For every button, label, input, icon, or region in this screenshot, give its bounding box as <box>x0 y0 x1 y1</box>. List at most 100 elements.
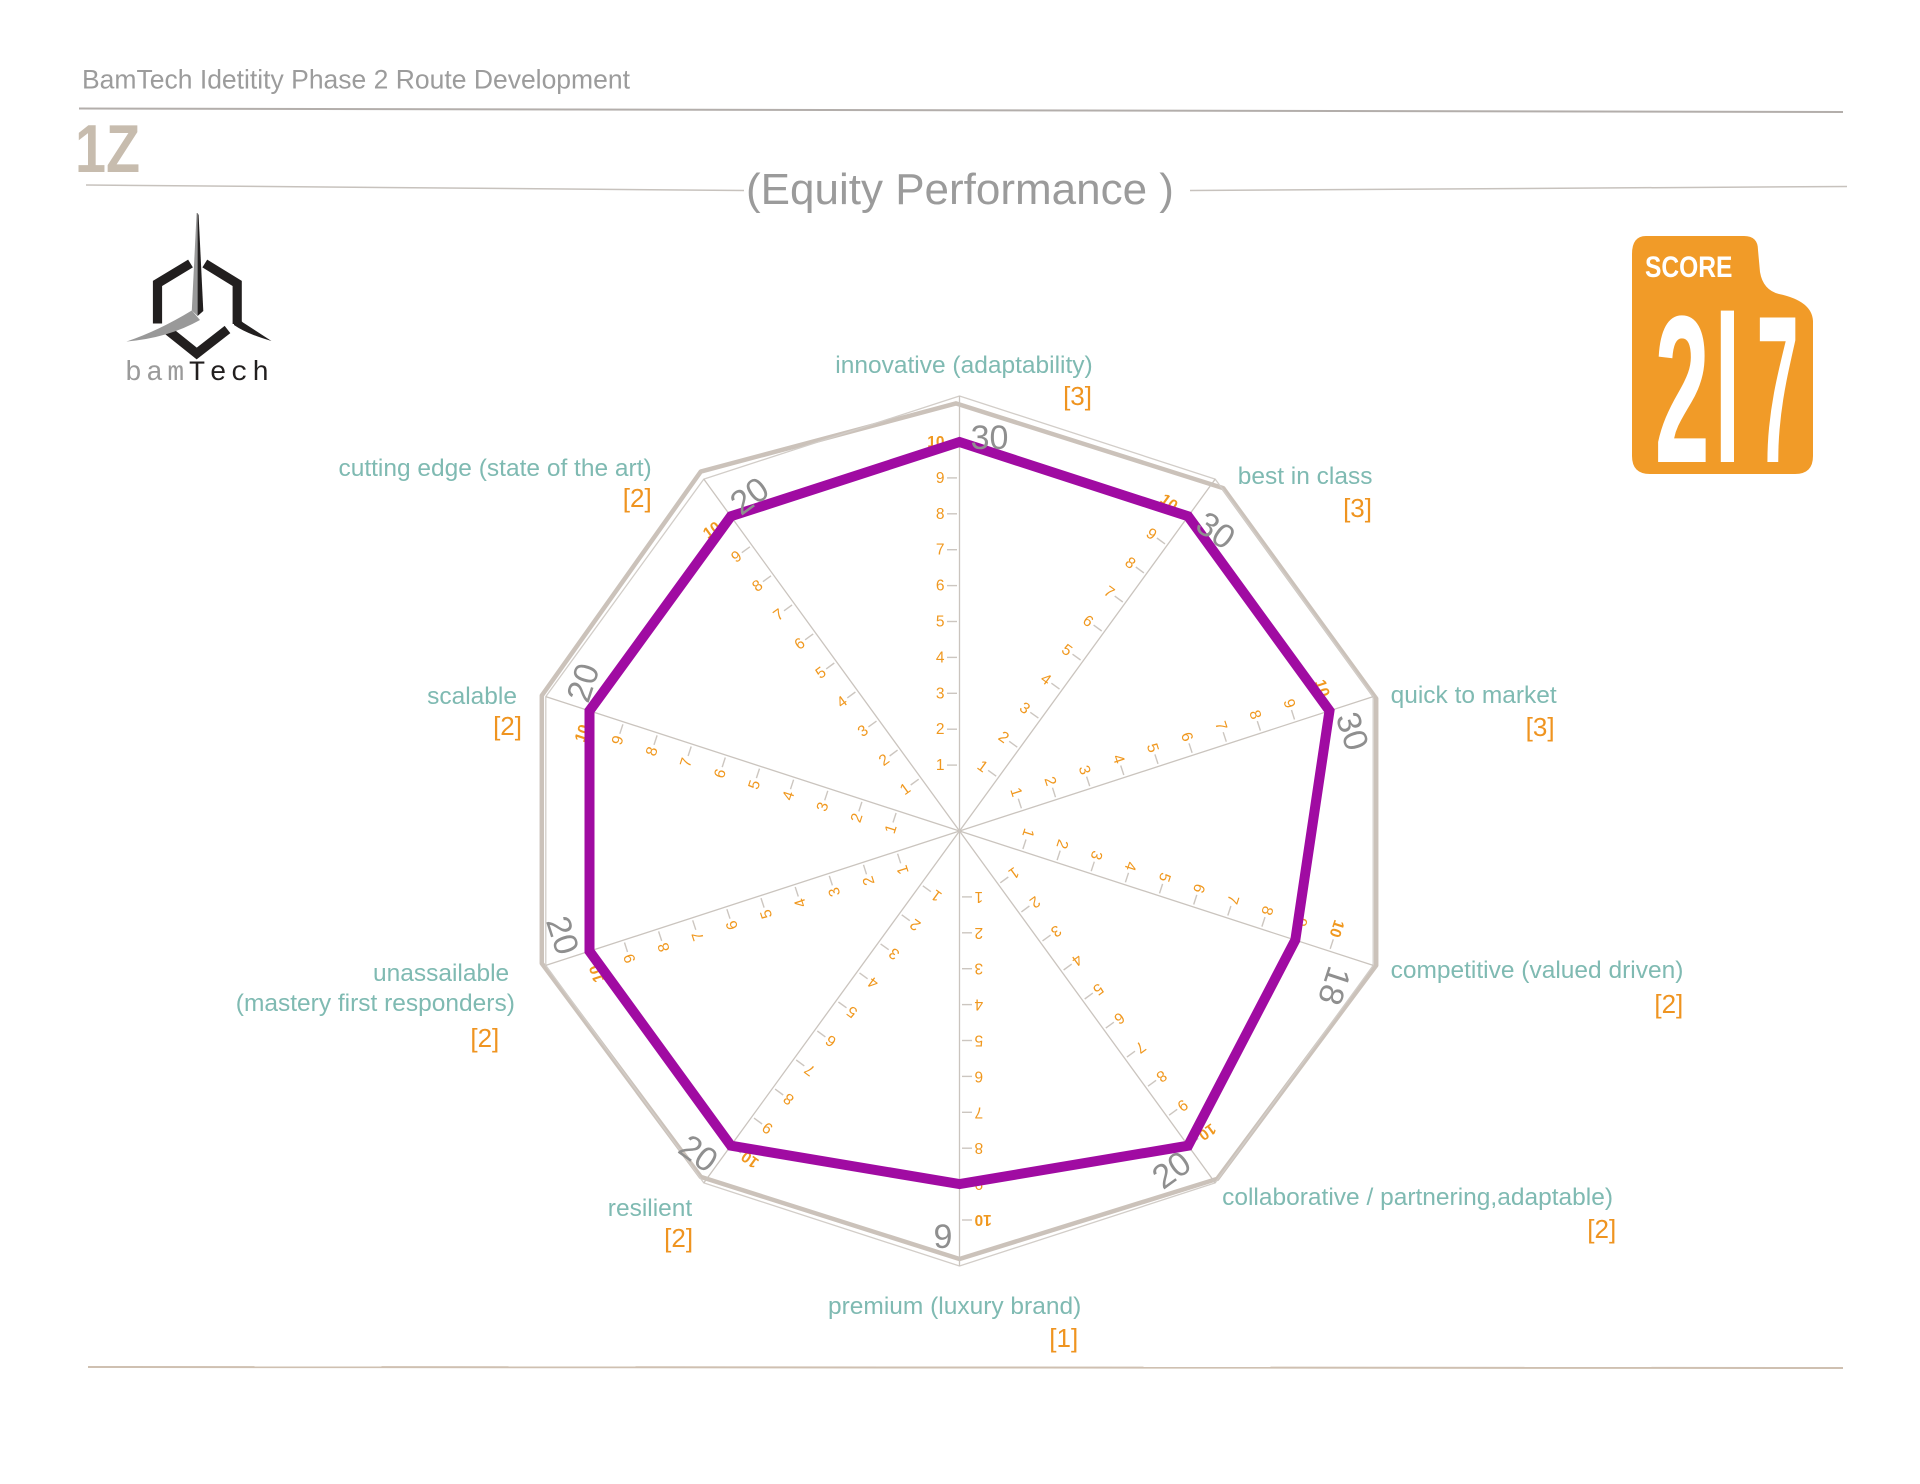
svg-text:2: 2 <box>1655 271 1710 507</box>
svg-text:[2]: [2] <box>1654 989 1683 1019</box>
svg-text:7: 7 <box>689 929 708 942</box>
svg-text:innovative (adaptability): innovative (adaptability) <box>835 352 1092 379</box>
svg-text:30: 30 <box>971 419 1009 457</box>
svg-text:6: 6 <box>975 1067 984 1084</box>
svg-text:7: 7 <box>677 756 696 769</box>
svg-text:8: 8 <box>749 577 766 596</box>
svg-text:7: 7 <box>1223 893 1242 906</box>
svg-text:6: 6 <box>823 1031 840 1050</box>
svg-text:8: 8 <box>781 1089 798 1108</box>
svg-text:30: 30 <box>1328 708 1376 756</box>
svg-text:7: 7 <box>1211 719 1230 732</box>
svg-text:3: 3 <box>1087 848 1106 861</box>
svg-text:7: 7 <box>975 1103 984 1120</box>
svg-text:[2]: [2] <box>1587 1214 1616 1244</box>
svg-text:5: 5 <box>1143 741 1162 754</box>
svg-text:20: 20 <box>672 1127 725 1180</box>
svg-text:[2]: [2] <box>493 711 522 741</box>
svg-text:5: 5 <box>1058 641 1075 660</box>
svg-text:4: 4 <box>834 693 851 712</box>
svg-text:3: 3 <box>1075 763 1094 776</box>
svg-text:1: 1 <box>928 886 945 905</box>
svg-text:2: 2 <box>860 874 879 887</box>
svg-text:1: 1 <box>894 863 913 876</box>
svg-text:2: 2 <box>907 915 924 934</box>
svg-text:5: 5 <box>975 1032 984 1049</box>
svg-text:2: 2 <box>995 728 1012 747</box>
svg-text:1: 1 <box>1006 786 1025 799</box>
svg-text:10: 10 <box>975 1211 992 1228</box>
svg-text:(mastery first responders): (mastery first responders) <box>236 990 515 1017</box>
svg-text:SCORE: SCORE <box>1645 250 1732 284</box>
svg-text:1Z: 1Z <box>75 112 140 187</box>
svg-text:7: 7 <box>770 606 787 625</box>
svg-text:1: 1 <box>897 780 914 799</box>
svg-text:[2]: [2] <box>664 1223 693 1253</box>
svg-text:6: 6 <box>711 767 730 780</box>
svg-text:9: 9 <box>934 1218 953 1256</box>
svg-text:5: 5 <box>1155 870 1174 883</box>
svg-text:2: 2 <box>1026 892 1043 911</box>
svg-text:2: 2 <box>1040 775 1059 788</box>
svg-text:9: 9 <box>728 548 745 567</box>
svg-text:7: 7 <box>1100 583 1117 602</box>
svg-text:6: 6 <box>1111 1008 1128 1027</box>
svg-text:8: 8 <box>1257 904 1276 917</box>
svg-text:2: 2 <box>975 924 984 941</box>
svg-text:premium (luxury brand): premium (luxury brand) <box>828 1293 1081 1320</box>
svg-text:cutting edge (state of the art: cutting edge (state of the art) <box>338 455 651 482</box>
svg-text:5: 5 <box>745 778 764 791</box>
svg-text:9: 9 <box>1174 1096 1191 1115</box>
svg-text:7: 7 <box>936 542 945 559</box>
svg-text:6: 6 <box>723 918 742 931</box>
svg-text:3: 3 <box>886 944 903 963</box>
svg-text:[2]: [2] <box>623 483 652 513</box>
svg-text:scalable: scalable <box>427 683 517 710</box>
svg-text:collaborative / partnering,ada: collaborative / partnering,adaptable) <box>1222 1184 1613 1211</box>
svg-text:3: 3 <box>1047 921 1064 940</box>
svg-text:[2]: [2] <box>470 1023 499 1053</box>
svg-text:4: 4 <box>974 996 983 1013</box>
svg-text:3: 3 <box>975 960 984 977</box>
svg-text:1: 1 <box>1005 863 1022 882</box>
svg-text:9: 9 <box>936 470 945 487</box>
svg-text:[1]: [1] <box>1049 1323 1078 1353</box>
svg-text:[3]: [3] <box>1343 493 1372 523</box>
svg-text:bamTech: bamTech <box>125 358 273 389</box>
svg-text:4: 4 <box>1068 950 1085 969</box>
svg-text:8: 8 <box>975 1139 984 1156</box>
svg-text:6: 6 <box>1079 612 1096 631</box>
svg-text:2: 2 <box>848 811 867 824</box>
svg-text:resilient: resilient <box>608 1195 693 1222</box>
svg-text:6: 6 <box>791 635 808 654</box>
svg-text:5: 5 <box>1089 979 1106 998</box>
svg-text:9: 9 <box>759 1118 776 1137</box>
svg-text:4: 4 <box>1109 752 1128 766</box>
svg-text:6: 6 <box>1189 882 1208 895</box>
svg-text:5: 5 <box>757 907 776 920</box>
svg-text:3: 3 <box>1016 699 1033 718</box>
svg-text:3: 3 <box>936 685 945 702</box>
svg-text:6: 6 <box>936 578 945 595</box>
svg-text:5: 5 <box>936 614 945 631</box>
svg-text:unassailable: unassailable <box>373 960 509 987</box>
svg-text:4: 4 <box>791 896 810 910</box>
svg-text:4: 4 <box>1037 670 1054 689</box>
svg-text:5: 5 <box>844 1002 861 1021</box>
svg-text:9: 9 <box>621 952 640 965</box>
svg-text:7: 7 <box>1757 273 1799 507</box>
svg-text:BamTech Idetitity Phase 2 Rout: BamTech Idetitity Phase 2 Route Developm… <box>82 65 631 95</box>
svg-text:4: 4 <box>779 789 798 803</box>
svg-text:1: 1 <box>974 757 991 776</box>
svg-text:3: 3 <box>814 800 833 813</box>
svg-text:best in class: best in class <box>1238 463 1373 490</box>
svg-text:8: 8 <box>1153 1066 1170 1085</box>
svg-text:2: 2 <box>936 721 945 738</box>
svg-text:9: 9 <box>1279 697 1298 710</box>
svg-text:2: 2 <box>876 751 893 770</box>
svg-text:3: 3 <box>855 722 872 741</box>
svg-text:8: 8 <box>643 745 662 758</box>
svg-text:3: 3 <box>826 885 845 898</box>
svg-text:7: 7 <box>802 1060 819 1079</box>
svg-text:1: 1 <box>1018 826 1037 839</box>
